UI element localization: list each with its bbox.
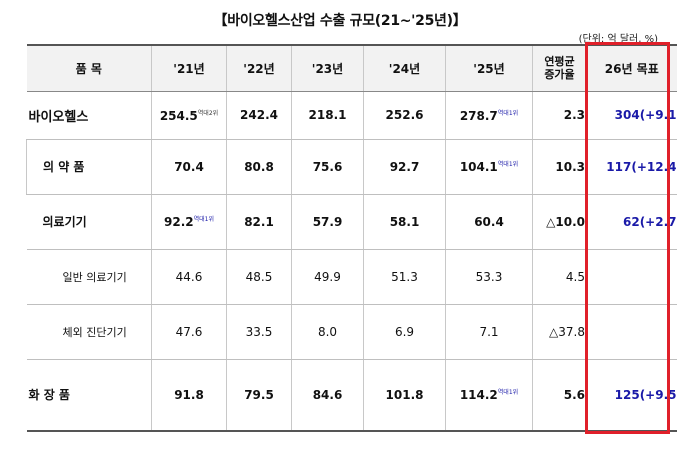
growth-value: 10.3 — [532, 139, 587, 195]
value-2022: 79.5 — [226, 359, 292, 432]
rank-note: 역대1위 — [497, 109, 519, 117]
value-2023: 49.9 — [291, 249, 364, 305]
value-2021: 91.8 — [151, 359, 227, 432]
target-value — [586, 304, 677, 360]
rank-note: 역대1위 — [497, 161, 519, 168]
value-text: 254.5 — [159, 108, 198, 123]
value-2025: 53.3 — [445, 249, 533, 305]
value-2024: 101.8 — [363, 359, 446, 432]
header-item: 품 목 — [26, 44, 152, 92]
value-2021: 47.6 — [151, 304, 227, 360]
value-2023: 218.1 — [291, 91, 364, 140]
header-row: 품 목 '21년 '22년 '23년 '24년 '25년 연평균 증가율 26년 … — [26, 44, 677, 92]
value-2021: 254.5역대2위 — [151, 91, 227, 140]
header-2022: '22년 — [226, 44, 292, 92]
value-2021: 92.2역대1위 — [151, 194, 227, 250]
value-text: 278.7 — [459, 108, 498, 123]
value-2023: 84.6 — [291, 359, 364, 432]
value-2021: 44.6 — [151, 249, 227, 305]
header-2021: '21년 — [151, 44, 227, 92]
rank-note: 역대1위 — [497, 389, 519, 396]
header-growth-line1: 연평균 — [544, 55, 575, 69]
header-target: 26년 목표 — [586, 44, 677, 92]
value-2025: 278.7역대1위 — [445, 91, 533, 140]
value-text: 104.1 — [459, 160, 498, 174]
value-2025: 7.1 — [445, 304, 533, 360]
value-2023: 75.6 — [291, 139, 364, 195]
row-name: 의료기기 — [26, 194, 152, 250]
export-table: 품 목 '21년 '22년 '23년 '24년 '25년 연평균 증가율 26년 … — [26, 44, 677, 432]
table-title: 【바이오헬스산업 수출 규모(21~'25년)】 — [213, 13, 467, 29]
table-row: 의 약 품 70.4 80.8 75.6 92.7 104.1역대1위 10.3… — [26, 139, 677, 195]
value-2024: 58.1 — [363, 194, 446, 250]
growth-value: △37.8 — [532, 304, 587, 360]
target-value — [586, 249, 677, 305]
value-text: 114.2 — [459, 388, 498, 402]
value-2025: 60.4 — [445, 194, 533, 250]
value-2024: 6.9 — [363, 304, 446, 360]
value-2025: 104.1역대1위 — [445, 139, 533, 195]
header-growth-line2: 증가율 — [544, 68, 575, 82]
header-2025: '25년 — [445, 44, 533, 92]
value-2025: 114.2역대1위 — [445, 359, 533, 432]
target-value: 62(+2.7 — [586, 194, 677, 250]
row-name: 화 장 품 — [26, 359, 152, 432]
value-2022: 82.1 — [226, 194, 292, 250]
table-row: 바이오헬스 254.5역대2위 242.4 218.1 252.6 278.7역… — [26, 91, 677, 140]
value-2024: 92.7 — [363, 139, 446, 195]
value-2023: 57.9 — [291, 194, 364, 250]
target-value: 304(+9.1 — [586, 91, 677, 140]
value-2022: 242.4 — [226, 91, 292, 140]
rank-note: 역대2위 — [197, 109, 219, 117]
unit-note: (단위: 억 달러, %) — [578, 34, 658, 45]
row-name: 의 약 품 — [26, 139, 152, 195]
table-row: 의료기기 92.2역대1위 82.1 57.9 58.1 60.4 △10.0 … — [26, 194, 677, 250]
growth-value: △10.0 — [532, 194, 587, 250]
table-row: 화 장 품 91.8 79.5 84.6 101.8 114.2역대1위 5.6… — [26, 359, 677, 432]
growth-value: 5.6 — [532, 359, 587, 432]
rank-note: 역대1위 — [193, 216, 214, 223]
row-name: 체외 진단기기 — [26, 304, 152, 360]
target-value: 125(+9.5 — [586, 359, 677, 432]
value-2021: 70.4 — [151, 139, 227, 195]
row-name: 일반 의료기기 — [26, 249, 152, 305]
table-row: 일반 의료기기 44.6 48.5 49.9 51.3 53.3 4.5 — [26, 249, 677, 305]
growth-value: 2.3 — [532, 91, 587, 140]
header-2023: '23년 — [291, 44, 364, 92]
value-2024: 51.3 — [363, 249, 446, 305]
value-2024: 252.6 — [363, 91, 446, 140]
header-2024: '24년 — [363, 44, 446, 92]
table-row: 체외 진단기기 47.6 33.5 8.0 6.9 7.1 △37.8 — [26, 304, 677, 360]
value-2022: 48.5 — [226, 249, 292, 305]
value-text: 92.2 — [164, 215, 194, 229]
value-2022: 33.5 — [226, 304, 292, 360]
value-2022: 80.8 — [226, 139, 292, 195]
value-2023: 8.0 — [291, 304, 364, 360]
header-growth: 연평균 증가율 — [532, 44, 587, 92]
row-name: 바이오헬스 — [26, 91, 152, 140]
growth-value: 4.5 — [532, 249, 587, 305]
target-value: 117(+12.4 — [586, 139, 677, 195]
